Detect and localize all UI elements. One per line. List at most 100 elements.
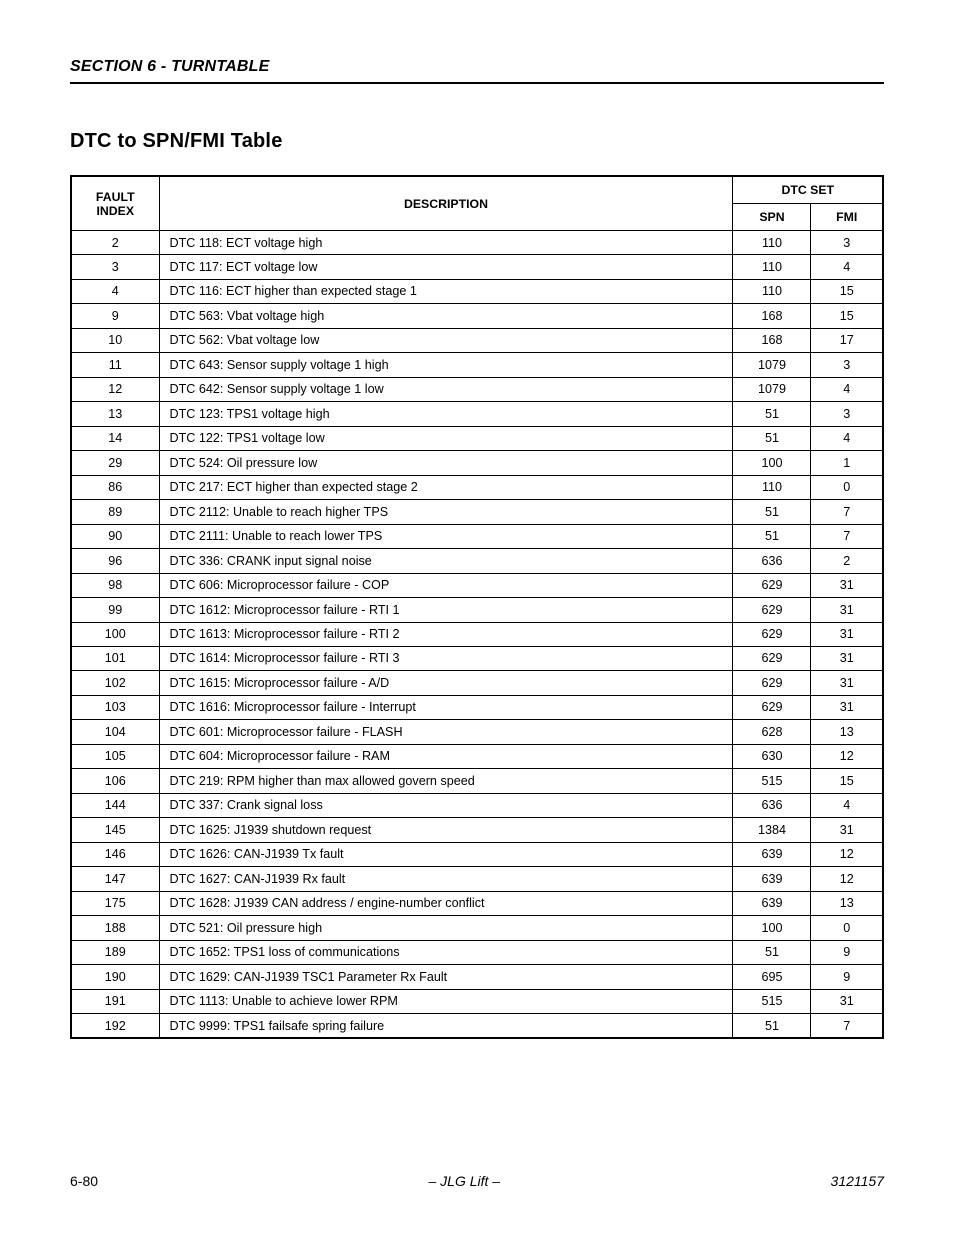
cell-fault-index: 101 bbox=[71, 646, 159, 670]
cell-fault-index: 11 bbox=[71, 353, 159, 377]
cell-spn: 51 bbox=[733, 426, 811, 450]
page-title: DTC to SPN/FMI Table bbox=[70, 130, 884, 153]
cell-description: DTC 562: Vbat voltage low bbox=[159, 328, 733, 352]
cell-fault-index: 2 bbox=[71, 231, 159, 255]
cell-fault-index: 190 bbox=[71, 965, 159, 989]
table-row: 191DTC 1113: Unable to achieve lower RPM… bbox=[71, 989, 883, 1013]
table-row: 146DTC 1626: CAN-J1939 Tx fault63912 bbox=[71, 842, 883, 866]
cell-fmi: 15 bbox=[811, 279, 883, 303]
table-row: 4DTC 116: ECT higher than expected stage… bbox=[71, 279, 883, 303]
col-fmi: FMI bbox=[811, 204, 883, 231]
table-row: 99DTC 1612: Microprocessor failure - RTI… bbox=[71, 598, 883, 622]
cell-fmi: 17 bbox=[811, 328, 883, 352]
cell-description: DTC 337: Crank signal loss bbox=[159, 793, 733, 817]
page: SECTION 6 - TURNTABLE DTC to SPN/FMI Tab… bbox=[0, 0, 954, 1235]
cell-fault-index: 13 bbox=[71, 402, 159, 426]
table-row: 100DTC 1613: Microprocessor failure - RT… bbox=[71, 622, 883, 646]
cell-spn: 636 bbox=[733, 793, 811, 817]
table-row: 102DTC 1615: Microprocessor failure - A/… bbox=[71, 671, 883, 695]
table-row: 144DTC 337: Crank signal loss6364 bbox=[71, 793, 883, 817]
cell-fmi: 9 bbox=[811, 940, 883, 964]
cell-spn: 629 bbox=[733, 671, 811, 695]
cell-spn: 630 bbox=[733, 744, 811, 768]
cell-spn: 1384 bbox=[733, 818, 811, 842]
cell-fault-index: 14 bbox=[71, 426, 159, 450]
cell-fault-index: 144 bbox=[71, 793, 159, 817]
cell-description: DTC 1628: J1939 CAN address / engine-num… bbox=[159, 891, 733, 915]
cell-description: DTC 1652: TPS1 loss of communications bbox=[159, 940, 733, 964]
footer-page-number: 6-80 bbox=[70, 1173, 98, 1189]
cell-description: DTC 1627: CAN-J1939 Rx fault bbox=[159, 867, 733, 891]
cell-fault-index: 4 bbox=[71, 279, 159, 303]
table-row: 89DTC 2112: Unable to reach higher TPS51… bbox=[71, 500, 883, 524]
cell-fmi: 31 bbox=[811, 622, 883, 646]
cell-description: DTC 123: TPS1 voltage high bbox=[159, 402, 733, 426]
cell-description: DTC 117: ECT voltage low bbox=[159, 255, 733, 279]
table-row: 96DTC 336: CRANK input signal noise6362 bbox=[71, 549, 883, 573]
cell-spn: 639 bbox=[733, 867, 811, 891]
cell-description: DTC 524: Oil pressure low bbox=[159, 451, 733, 475]
table-row: 12DTC 642: Sensor supply voltage 1 low10… bbox=[71, 377, 883, 401]
cell-fault-index: 188 bbox=[71, 916, 159, 940]
footer-doc-number: 3121157 bbox=[831, 1173, 884, 1189]
cell-spn: 1079 bbox=[733, 377, 811, 401]
cell-description: DTC 606: Microprocessor failure - COP bbox=[159, 573, 733, 597]
cell-fault-index: 89 bbox=[71, 500, 159, 524]
cell-fault-index: 100 bbox=[71, 622, 159, 646]
cell-spn: 636 bbox=[733, 549, 811, 573]
cell-fmi: 13 bbox=[811, 891, 883, 915]
cell-fmi: 15 bbox=[811, 304, 883, 328]
table-header-row-1: FAULT INDEX DESCRIPTION DTC SET bbox=[71, 176, 883, 204]
cell-spn: 629 bbox=[733, 598, 811, 622]
table-row: 188DTC 521: Oil pressure high1000 bbox=[71, 916, 883, 940]
col-description: DESCRIPTION bbox=[159, 176, 733, 231]
cell-spn: 695 bbox=[733, 965, 811, 989]
cell-description: DTC 642: Sensor supply voltage 1 low bbox=[159, 377, 733, 401]
col-dtc-set: DTC SET bbox=[733, 176, 883, 204]
cell-description: DTC 1616: Microprocessor failure - Inter… bbox=[159, 695, 733, 719]
cell-fault-index: 189 bbox=[71, 940, 159, 964]
cell-description: DTC 219: RPM higher than max allowed gov… bbox=[159, 769, 733, 793]
table-row: 90DTC 2111: Unable to reach lower TPS517 bbox=[71, 524, 883, 548]
cell-fmi: 12 bbox=[811, 744, 883, 768]
table-row: 13DTC 123: TPS1 voltage high513 bbox=[71, 402, 883, 426]
cell-fmi: 3 bbox=[811, 231, 883, 255]
cell-fault-index: 105 bbox=[71, 744, 159, 768]
cell-description: DTC 1614: Microprocessor failure - RTI 3 bbox=[159, 646, 733, 670]
cell-fault-index: 145 bbox=[71, 818, 159, 842]
cell-fmi: 7 bbox=[811, 524, 883, 548]
col-fault-index: FAULT INDEX bbox=[71, 176, 159, 231]
cell-description: DTC 604: Microprocessor failure - RAM bbox=[159, 744, 733, 768]
cell-fault-index: 104 bbox=[71, 720, 159, 744]
cell-spn: 51 bbox=[733, 402, 811, 426]
table-row: 86DTC 217: ECT higher than expected stag… bbox=[71, 475, 883, 499]
table-body: 2DTC 118: ECT voltage high11033DTC 117: … bbox=[71, 231, 883, 1039]
table-row: 145DTC 1625: J1939 shutdown request13843… bbox=[71, 818, 883, 842]
footer-center: – JLG Lift – bbox=[428, 1173, 500, 1189]
cell-fault-index: 10 bbox=[71, 328, 159, 352]
cell-fmi: 9 bbox=[811, 965, 883, 989]
cell-fault-index: 90 bbox=[71, 524, 159, 548]
cell-description: DTC 9999: TPS1 failsafe spring failure bbox=[159, 1014, 733, 1039]
cell-spn: 168 bbox=[733, 328, 811, 352]
cell-spn: 1079 bbox=[733, 353, 811, 377]
cell-fmi: 31 bbox=[811, 646, 883, 670]
table-row: 3DTC 117: ECT voltage low1104 bbox=[71, 255, 883, 279]
cell-description: DTC 1113: Unable to achieve lower RPM bbox=[159, 989, 733, 1013]
cell-spn: 110 bbox=[733, 475, 811, 499]
cell-fault-index: 191 bbox=[71, 989, 159, 1013]
table-row: 98DTC 606: Microprocessor failure - COP6… bbox=[71, 573, 883, 597]
table-row: 103DTC 1616: Microprocessor failure - In… bbox=[71, 695, 883, 719]
cell-description: DTC 1612: Microprocessor failure - RTI 1 bbox=[159, 598, 733, 622]
cell-fault-index: 102 bbox=[71, 671, 159, 695]
cell-spn: 629 bbox=[733, 622, 811, 646]
table-row: 189DTC 1652: TPS1 loss of communications… bbox=[71, 940, 883, 964]
cell-fault-index: 96 bbox=[71, 549, 159, 573]
cell-spn: 515 bbox=[733, 989, 811, 1013]
table-row: 190DTC 1629: CAN-J1939 TSC1 Parameter Rx… bbox=[71, 965, 883, 989]
cell-fault-index: 192 bbox=[71, 1014, 159, 1039]
cell-fmi: 31 bbox=[811, 695, 883, 719]
cell-spn: 100 bbox=[733, 916, 811, 940]
table-row: 9DTC 563: Vbat voltage high16815 bbox=[71, 304, 883, 328]
cell-description: DTC 1626: CAN-J1939 Tx fault bbox=[159, 842, 733, 866]
